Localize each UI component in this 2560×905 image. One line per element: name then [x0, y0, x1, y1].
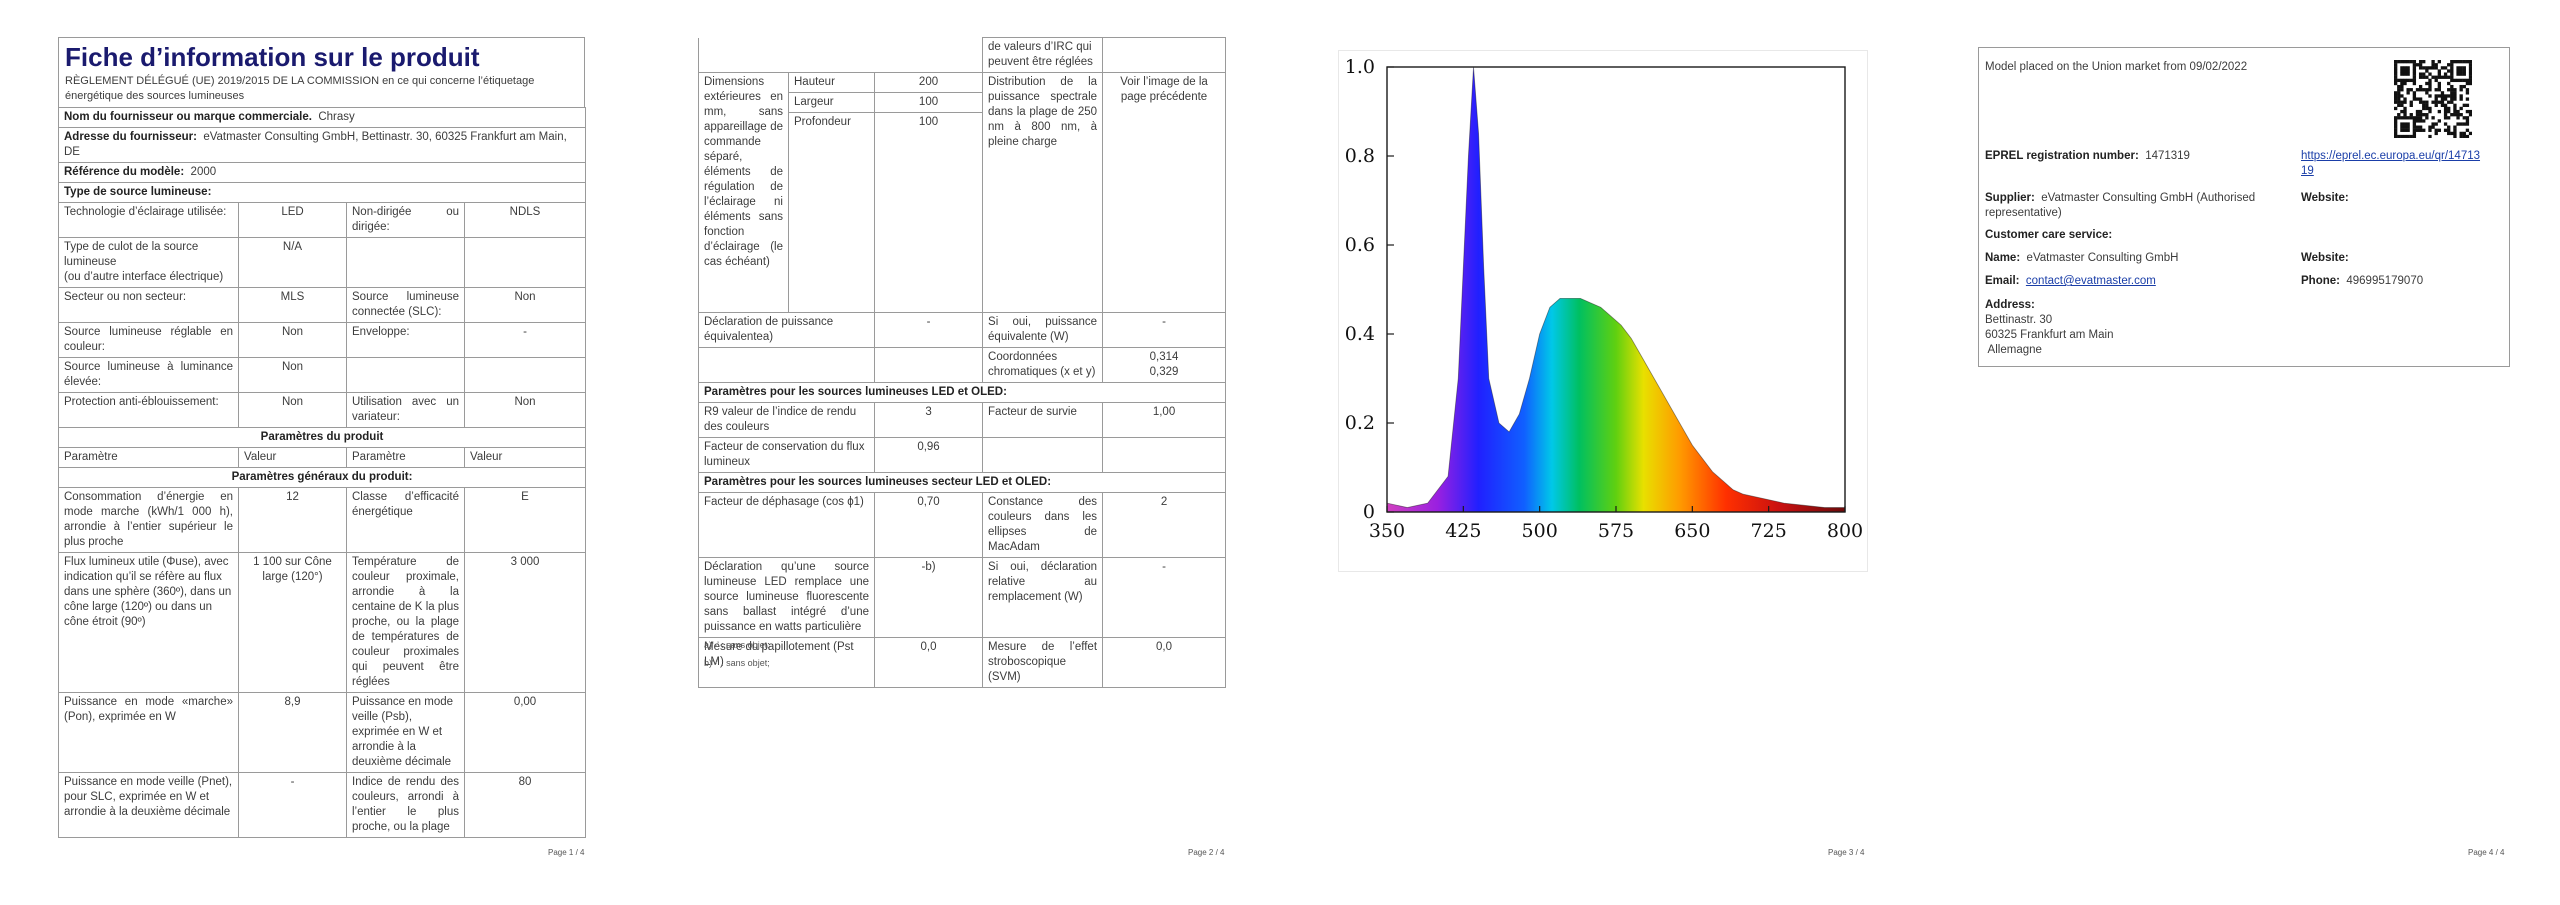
- page-4: Model placed on the Union market from 09…: [1920, 0, 2560, 905]
- table-row: Facteur de conservation du flux lumineux…: [698, 437, 1227, 473]
- table-row: Facteur de déphasage (cos ϕ1) 0,70 Const…: [698, 492, 1227, 558]
- table-row: Source lumineuse réglable en couleur: Non…: [58, 322, 587, 358]
- supplier-name-row: Nom du fournisseur ou marque commerciale…: [57, 107, 587, 128]
- x-tick-label: 425: [1445, 520, 1481, 542]
- page-2: de valeurs d’IRC qui peuvent être réglée…: [640, 0, 1280, 905]
- spectrum-area: [1387, 67, 1845, 512]
- regulation-text: RÈGLEMENT DÉLÉGUÉ (UE) 2019/2015 DE LA C…: [65, 75, 535, 102]
- x-tick-label: 500: [1522, 520, 1558, 542]
- led-oled-heading: Paramètres pour les sources lumineuses L…: [697, 382, 1227, 403]
- y-tick-label: 0.2: [1345, 412, 1375, 434]
- product-params-heading: Paramètres du produit: [57, 427, 587, 448]
- y-tick-label: 0.4: [1345, 323, 1375, 345]
- light-source-type-heading: Type de source lumineuse:: [57, 182, 587, 203]
- table-row: Dimensions extérieures en mm, sans appar…: [698, 72, 1227, 313]
- table-row: R9 valeur de l’indice de rendu des coule…: [698, 402, 1227, 438]
- product-info-table: Nom du fournisseur ou marque commerciale…: [57, 107, 587, 838]
- eprel-info-box: Model placed on the Union market from 09…: [1978, 47, 2510, 367]
- x-tick-label: 725: [1751, 520, 1787, 542]
- supplier-address-row: Adresse du fournisseur: eVatmaster Consu…: [57, 127, 587, 163]
- page-number: Page 3 / 4: [1828, 848, 1865, 857]
- table-row: Coordonnées chromatiques (x et y) 0,314 0…: [698, 347, 1227, 383]
- dimensions-label: Dimensions extérieures en mm, sans appar…: [698, 72, 789, 313]
- address-block: Address: Bettinastr. 30 60325 Frankfurt …: [1985, 299, 2114, 356]
- table-row: Consommation d’énergie en mode marche (k…: [58, 487, 587, 553]
- page-number: Page 2 / 4: [1188, 848, 1225, 857]
- table-row: Flux lumineux utile (Φuse), avec indicat…: [58, 552, 587, 693]
- table-row: Profondeur 100: [699, 112, 1226, 313]
- y-tick-label: 0.8: [1345, 145, 1375, 167]
- page-3: 0 0.2 0.4 0.6 0.8 1.0 350 425 500 575 650 725 800 Pa…: [1280, 0, 1920, 905]
- table-row: de valeurs d’IRC qui peuvent être réglée…: [697, 37, 1227, 73]
- y-tick-label: 1.0: [1345, 56, 1375, 78]
- x-tick-label: 350: [1369, 520, 1405, 542]
- customer-care-heading: Customer care service:: [1985, 229, 2113, 241]
- y-tick-label: 0.6: [1345, 234, 1375, 256]
- plot-area: 0 0.2 0.4 0.6 0.8 1.0 350 425 500 575 650 725 800: [1345, 56, 1863, 542]
- table-row: Déclaration de puissance équivalentea) -…: [698, 312, 1227, 348]
- page-number: Page 4 / 4: [2468, 848, 2505, 857]
- column-headers: Paramètre Valeur Paramètre Valeur: [58, 447, 587, 468]
- table-row: Puissance en mode veille (Pnet), pour SL…: [58, 772, 587, 838]
- email-link[interactable]: contact@evatmaster.com: [2025, 275, 2156, 287]
- page-1: Fiche d’information sur le produit RÈGLE…: [0, 0, 640, 905]
- product-info-table-continued: de valeurs d’IRC qui peuvent être réglée…: [697, 37, 1227, 688]
- market-date: Model placed on the Union market from 09…: [1985, 61, 2248, 73]
- x-tick-label: 575: [1598, 520, 1634, 542]
- chart-frame: [1338, 50, 1868, 572]
- x-tick-label: 650: [1674, 520, 1710, 542]
- page-title: Fiche d’information sur le produit: [65, 42, 480, 72]
- spectrum-line: [1386, 66, 1845, 508]
- table-row: Puissance en mode «marche» (Pon), exprim…: [58, 692, 587, 773]
- mains-led-heading: Paramètres pour les sources lumineuses s…: [697, 472, 1227, 493]
- table-row: Type de culot de la source lumineuse (ou…: [58, 237, 587, 288]
- x-tick-label: 800: [1827, 520, 1863, 542]
- page-number: Page 1 / 4: [548, 848, 585, 857]
- model-ref-row: Référence du modèle: 2000: [57, 162, 587, 183]
- footnote-b: b)‘-’ : sans objet;: [704, 658, 770, 668]
- eprel-link[interactable]: https://eprel.ec.europa.eu/qr/1471319: [2301, 150, 2481, 177]
- y-tick-label: 0: [1363, 501, 1375, 523]
- table-row: Mesure du papillotement (Pst LM) 0,0 Mes…: [698, 637, 1227, 688]
- table-row: Déclaration qu’une source lumineuse LED …: [698, 557, 1227, 638]
- spectral-distribution-chart: 0 0.2 0.4 0.6 0.8 1.0 350 425 500 575 650 725 800: [1345, 56, 1863, 542]
- table-row: Protection anti-éblouissement: Non Utilis…: [58, 392, 587, 428]
- table-row: Technologie d’éclairage utilisée: LED Non…: [58, 202, 587, 238]
- product-sheet-header: Fiche d’information sur le produit RÈGLE…: [58, 37, 585, 108]
- table-row: Source lumineuse à luminance élevée: Non: [58, 357, 587, 393]
- footnote-a: a)‘-’ : sans objet;: [704, 640, 770, 650]
- table-row: Secteur ou non secteur: MLS Source lumine…: [58, 287, 587, 323]
- general-params-heading: Paramètres généraux du produit:: [57, 467, 587, 488]
- qr-code-icon[interactable]: [2394, 60, 2472, 138]
